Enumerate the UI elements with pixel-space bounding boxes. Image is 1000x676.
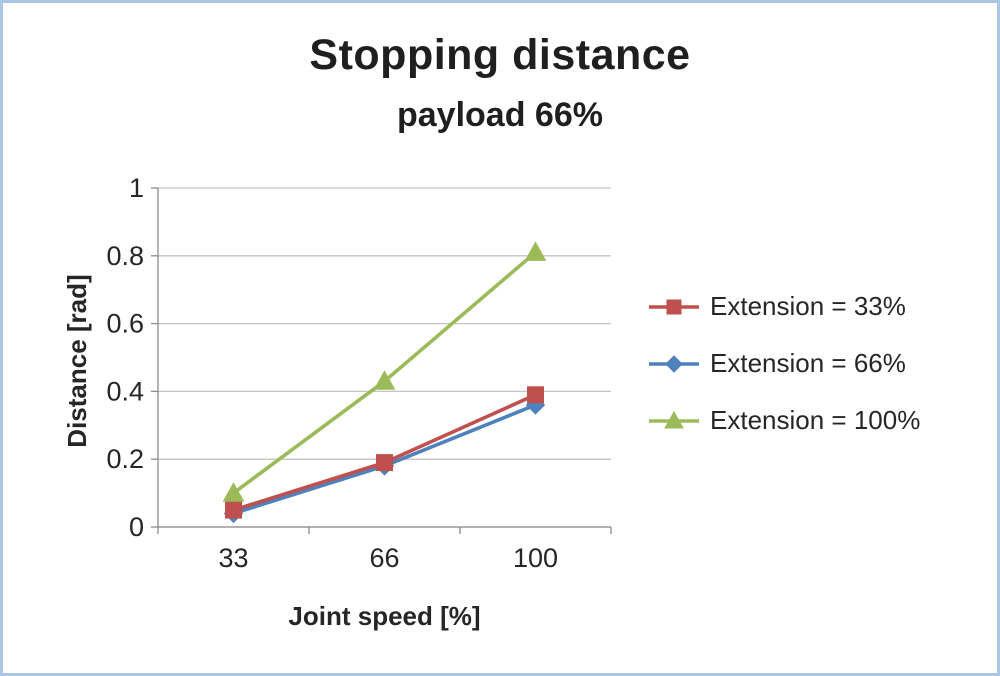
legend-item: Extension = 33%: [648, 291, 920, 322]
gridlines: [158, 187, 611, 528]
y-tick-label: 1: [129, 173, 144, 203]
y-tick-label: 0.6: [106, 309, 144, 339]
legend-label: Extension = 66%: [710, 348, 906, 378]
y-tick-label: 0.4: [106, 376, 144, 406]
y-tick-label: 0.2: [106, 444, 144, 474]
square-marker-icon: [649, 299, 699, 314]
y-tick-label: 0.8: [106, 241, 144, 271]
y-tick-label: 0: [129, 512, 144, 542]
plot-area: 0 0.2 0.4 0.6 0.8 1 33 66 100: [106, 173, 612, 573]
y-axis-label: Distance [rad]: [62, 274, 92, 448]
legend-item: Extension = 100%: [648, 405, 920, 436]
series-extension-33: [225, 386, 544, 519]
legend-label: Extension = 100%: [710, 405, 921, 435]
chart-subtitle: payload 66%: [397, 96, 603, 134]
series-extension-100: [222, 241, 547, 502]
x-tick-label: 100: [513, 543, 558, 573]
triangle-marker-icon: [649, 410, 699, 428]
legend: Extension = 33% Extension = 66% Extension …: [648, 291, 920, 436]
legend-item: Extension = 66%: [648, 348, 920, 379]
diamond-marker-icon: [649, 354, 699, 373]
x-tick-label: 66: [369, 543, 399, 573]
legend-label: Extension = 33%: [710, 291, 906, 321]
x-tick-label: 33: [218, 543, 248, 573]
axes: 0 0.2 0.4 0.6 0.8 1 33 66 100: [106, 173, 612, 573]
x-axis-label: Joint speed [%]: [288, 601, 481, 631]
chart-title: Stopping distance: [309, 31, 691, 79]
